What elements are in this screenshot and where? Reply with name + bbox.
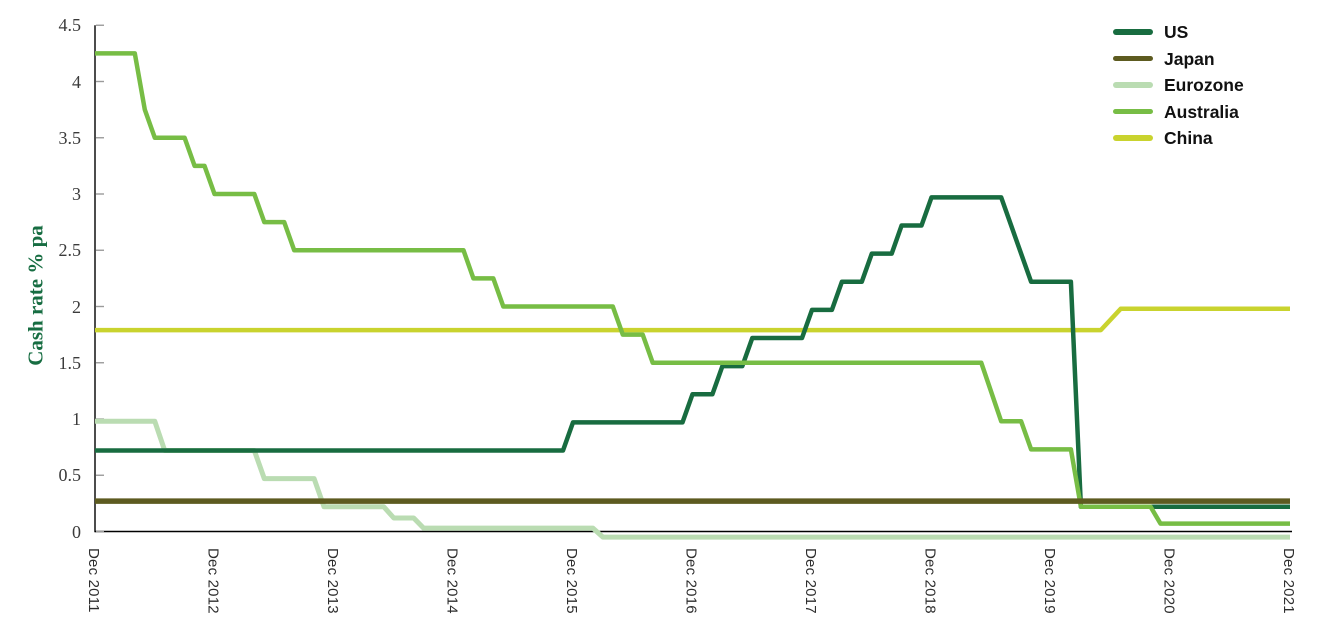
legend-swatch-china — [1113, 135, 1153, 141]
y-tick-label: 2.5 — [58, 240, 82, 261]
x-tick-label: Dec 2011 — [85, 547, 102, 613]
legend-item-australia: Australia — [1113, 102, 1244, 122]
chart-legend: US Japan Eurozone Australia China — [1113, 22, 1244, 155]
y-tick-label: 2 — [72, 296, 81, 317]
series-line-eurozone — [95, 418, 1290, 540]
series-line-australia — [95, 51, 1290, 526]
y-tick-label: 4 — [72, 71, 81, 92]
legend-label: US — [1164, 22, 1189, 42]
legend-label: Japan — [1164, 48, 1215, 69]
x-tick-label: Dec 2016 — [682, 547, 700, 614]
y-tick-label: 4.5 — [58, 15, 82, 36]
x-tick-label: Dec 2018 — [921, 547, 939, 614]
x-tick-label: Dec 2013 — [324, 547, 341, 614]
x-tick-label: Dec 2021 — [1280, 547, 1297, 614]
y-tick-label: 1 — [72, 409, 81, 429]
legend-swatch-australia — [1113, 108, 1153, 115]
x-tick-label: Dec 2020 — [1160, 547, 1178, 614]
x-tick-label: Dec 2015 — [563, 547, 580, 614]
series-line-us — [95, 195, 1290, 510]
x-tick-label: Dec 2012 — [204, 547, 222, 614]
legend-label: Eurozone — [1164, 75, 1244, 95]
series-line-china — [95, 306, 1290, 333]
x-tick-label: Dec 2017 — [802, 547, 819, 614]
legend-item-us: US — [1113, 22, 1244, 42]
y-tick-label: 3 — [72, 184, 81, 204]
legend-item-eurozone: Eurozone — [1113, 75, 1244, 95]
legend-label: China — [1164, 128, 1213, 148]
legend-swatch-us — [1113, 29, 1153, 35]
legend-swatch-japan — [1113, 55, 1153, 62]
y-tick-label: 1.5 — [58, 352, 82, 373]
y-tick-label: 3.5 — [58, 127, 82, 148]
legend-item-china: China — [1113, 128, 1244, 148]
y-tick-label: 0 — [72, 521, 81, 542]
x-tick-label: Dec 2019 — [1041, 547, 1058, 614]
y-tick-label: 0.5 — [58, 465, 82, 486]
legend-label: Australia — [1164, 101, 1239, 122]
legend-item-japan: Japan — [1113, 49, 1244, 69]
legend-swatch-eurozone — [1113, 82, 1153, 88]
x-tick-label: Dec 2014 — [443, 547, 461, 614]
